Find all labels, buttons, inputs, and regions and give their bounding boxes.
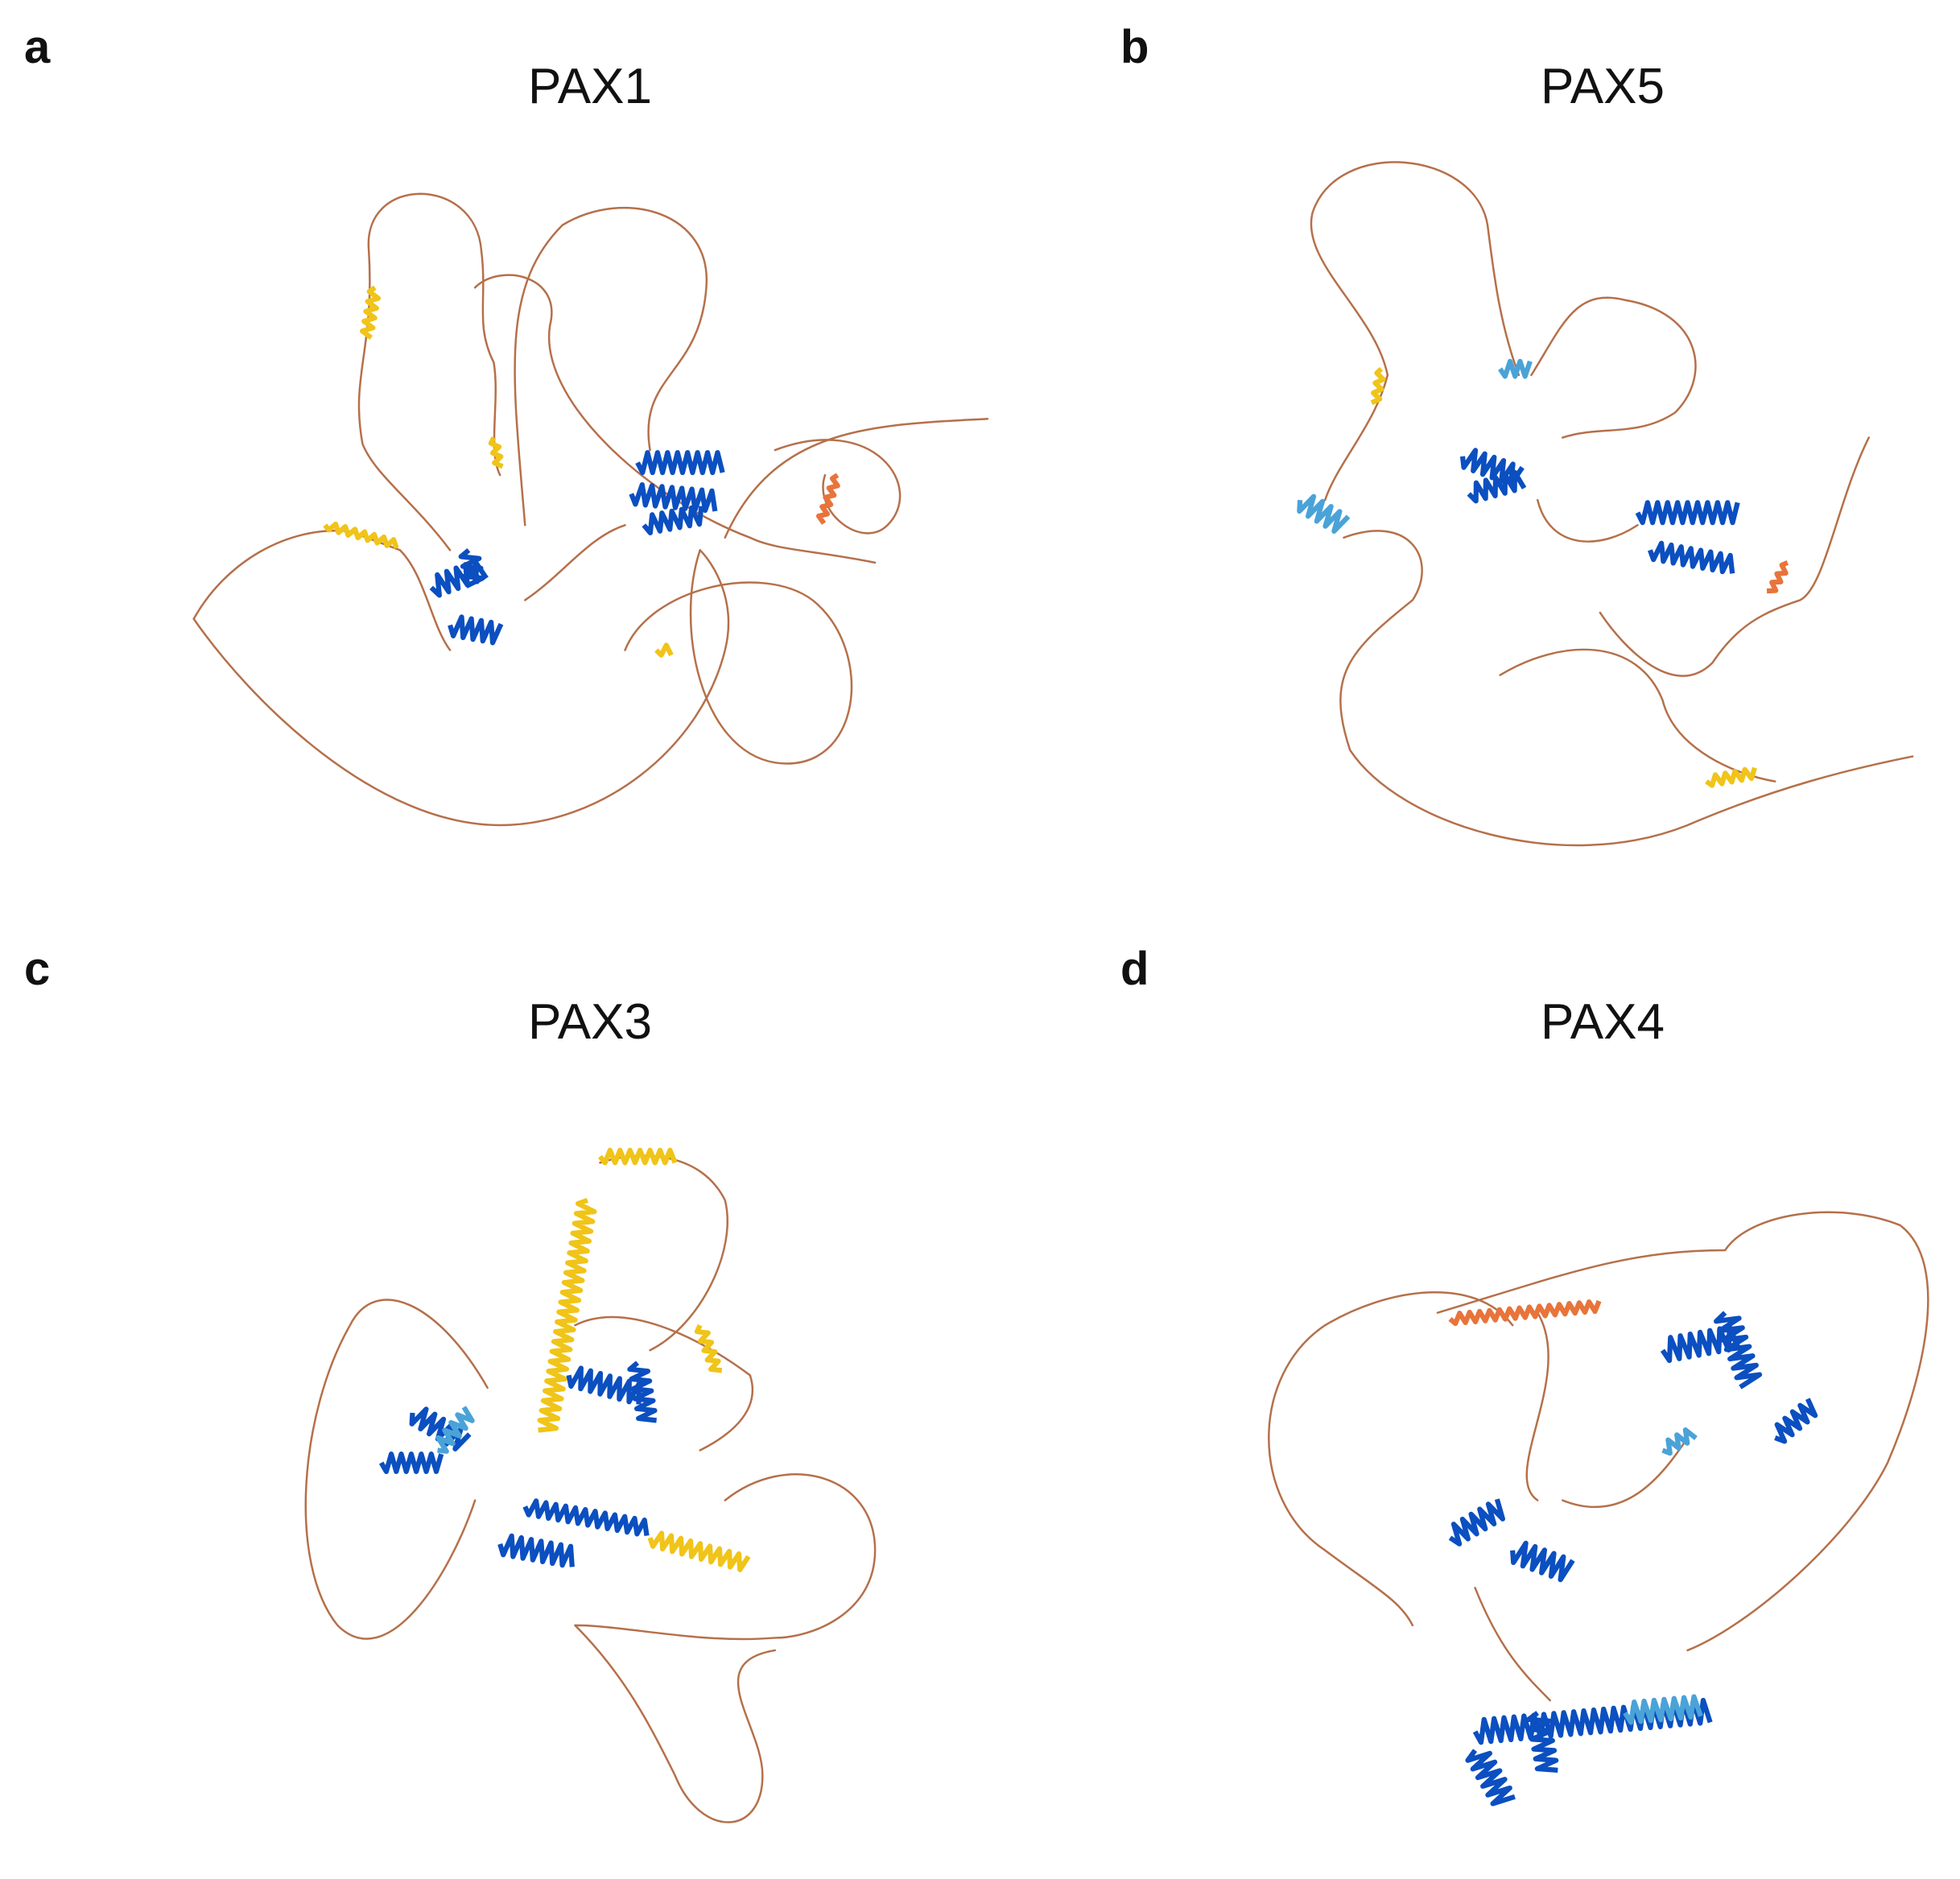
coil bbox=[1474, 1436, 1689, 1702]
helix bbox=[1448, 1498, 1505, 1547]
coil bbox=[1530, 296, 1697, 439]
helix bbox=[598, 1147, 678, 1166]
helix bbox=[1467, 469, 1527, 504]
panel-title: PAX3 bbox=[528, 994, 652, 1050]
helix bbox=[1623, 1694, 1703, 1725]
coil bbox=[1599, 436, 1870, 677]
helix bbox=[1661, 1427, 1698, 1456]
coil bbox=[574, 1315, 753, 1452]
coil bbox=[624, 549, 853, 765]
coil bbox=[473, 274, 877, 564]
coil bbox=[1310, 161, 1521, 377]
helix bbox=[694, 1324, 723, 1373]
coil bbox=[1525, 1311, 1549, 1501]
coil bbox=[357, 192, 501, 551]
helix bbox=[488, 436, 504, 469]
helix bbox=[1498, 358, 1533, 379]
helix bbox=[1510, 1540, 1575, 1583]
helix bbox=[647, 1530, 751, 1572]
panel-title: PAX5 bbox=[1541, 59, 1665, 114]
helix bbox=[1648, 540, 1735, 575]
panel-label: d bbox=[1120, 943, 1149, 995]
helix bbox=[1635, 500, 1740, 526]
helix bbox=[1714, 1311, 1763, 1390]
coil bbox=[1323, 374, 1914, 847]
helix bbox=[522, 1498, 650, 1537]
panel-label: a bbox=[24, 21, 51, 73]
coil bbox=[192, 549, 730, 827]
panel-label: c bbox=[24, 943, 50, 995]
helix bbox=[1370, 366, 1386, 406]
helix bbox=[635, 450, 725, 476]
helix bbox=[1766, 560, 1789, 594]
helix bbox=[409, 1406, 472, 1452]
helix bbox=[378, 1452, 444, 1474]
helix bbox=[627, 1361, 658, 1423]
coil bbox=[574, 1473, 877, 1823]
panel-title: PAX1 bbox=[528, 59, 652, 114]
coil bbox=[304, 1299, 489, 1640]
coil bbox=[514, 207, 708, 527]
helix bbox=[1459, 448, 1525, 488]
helix bbox=[1472, 1697, 1713, 1745]
helix bbox=[1448, 1299, 1602, 1327]
coil bbox=[1268, 1291, 1514, 1627]
structures bbox=[192, 161, 1929, 1823]
helix bbox=[458, 547, 485, 588]
coil bbox=[524, 524, 626, 601]
coil bbox=[724, 418, 989, 539]
helix bbox=[629, 481, 718, 514]
coil bbox=[1499, 648, 1776, 783]
helix bbox=[537, 1197, 597, 1433]
helix bbox=[323, 521, 399, 549]
panel-label: b bbox=[1120, 21, 1149, 73]
helix bbox=[1297, 493, 1351, 534]
helix bbox=[566, 1365, 642, 1405]
helix bbox=[642, 505, 704, 535]
helix bbox=[815, 473, 840, 525]
panel-title: PAX4 bbox=[1541, 994, 1665, 1050]
helix bbox=[359, 285, 382, 340]
helix bbox=[654, 642, 674, 658]
helix bbox=[448, 614, 504, 646]
helix bbox=[1705, 766, 1757, 788]
helix bbox=[1525, 1711, 1559, 1773]
coil bbox=[1536, 498, 1639, 543]
coil bbox=[1436, 1211, 1929, 1652]
helix bbox=[1465, 1749, 1516, 1807]
helix bbox=[497, 1533, 575, 1568]
helix bbox=[1774, 1398, 1818, 1444]
helix bbox=[435, 1406, 475, 1454]
